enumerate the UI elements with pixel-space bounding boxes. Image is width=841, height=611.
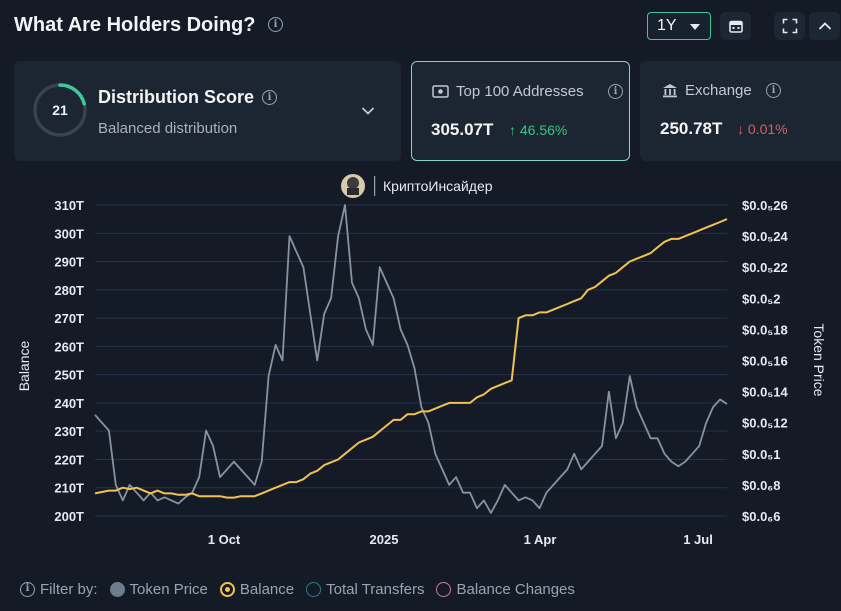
chevron-down-icon [690,24,700,30]
balance-series-line [94,218,728,499]
legend-item-balance[interactable]: Balance [219,581,294,598]
legend-item-token-price[interactable]: Token Price [109,581,208,598]
calendar-icon [728,20,743,33]
distribution-subtitle: Balanced distribution [98,120,238,137]
y-right-tick-label: $0.0₅1 [742,447,781,462]
fullscreen-icon [782,18,797,34]
y-right-tick-label: $0.0₅16 [742,354,788,369]
info-icon[interactable]: i [608,84,623,99]
y-left-tick-label: 280T [54,283,84,298]
top-100-change: ↑ 46.56% [509,122,568,138]
distribution-title: Distribution Score [98,87,255,107]
y-left-tick-label: 300T [54,226,84,241]
timeframe-value: 1Y [657,17,677,34]
legend-item-balance-changes[interactable]: Balance Changes [436,581,575,598]
y-left-tick-label: 240T [54,396,84,411]
y-right-tick-label: $0.0₅18 [742,322,788,337]
holders-chart: КриптоИнсайдер 200T210T220T230T240T250T2… [16,174,827,547]
y-right-axis-label: Token Price [811,323,827,396]
legend-item-total-transfers[interactable]: Total Transfers [306,581,424,598]
total-transfers-dot-icon [306,581,322,597]
x-tick-label: 1 Apr [524,532,557,547]
top-100-value: 305.07T [431,120,494,139]
chart-grid [95,204,727,517]
y-right-tick-label: $0.0₅22 [742,260,788,275]
y-left-tick-label: 290T [54,255,84,270]
chevron-up-icon [818,22,831,30]
exchange-label: Exchange [685,82,752,99]
chevron-down-icon[interactable] [361,106,375,116]
y-right-tick-label: $0.0₅14 [742,385,788,400]
y-left-tick-label: 200T [54,509,84,524]
x-tick-label: 1 Oct [208,532,241,547]
filter-label: i Filter by: [20,581,98,598]
x-tick-label: 1 Jul [683,532,713,547]
calendar-button[interactable] [720,12,751,40]
exchange-card[interactable]: Exchange i 250.78T ↓ 0.01% [640,61,841,161]
y-right-tick-label: $0.0₅2 [742,291,781,306]
token-price-dot-icon [109,581,125,597]
balance-changes-dot-icon [436,581,452,597]
watermark-text: КриптоИнсайдер [383,178,493,194]
y-left-tick-label: 310T [54,198,84,213]
banknote-icon [432,85,449,98]
exchange-value: 250.78T [660,119,723,138]
info-icon[interactable]: i [268,17,283,32]
score-value: 21 [52,102,68,118]
collapse-button[interactable] [809,12,840,40]
y-right-axis: $0.0₆6 $0.0₆8 $0.0₅1 $0.0₅12 $0.0₅14 $0.0₅16 $… [742,198,788,524]
x-axis: 1 Oct 2025 1 Apr 1 Jul [208,532,713,547]
y-right-tick-label: $0.0₆6 [742,509,780,524]
fullscreen-button[interactable] [774,12,805,40]
balance-dot-icon [219,581,235,597]
timeframe-select[interactable]: 1Y [647,12,711,40]
x-tick-label: 2025 [370,532,399,547]
y-right-tick-label: $0.0₅26 [742,198,788,213]
info-icon[interactable]: i [262,90,277,105]
top-100-label: Top 100 Addresses [456,83,584,100]
y-left-axis: 200T 210T 220T 230T 240T 250T 260T 270T 280T 290T… [54,198,84,524]
y-left-tick-label: 220T [54,452,84,467]
exchange-change: ↓ 0.01% [737,121,788,137]
token-price-series-line [94,204,728,514]
chart-legend: i Filter by: Token Price Balance Total T… [20,580,587,598]
score-gauge-fill [33,83,87,137]
y-left-tick-label: 260T [54,339,84,354]
y-right-tick-label: $0.0₆8 [742,478,780,493]
header: What Are Holders Doing? i 1Y [14,12,840,42]
top-100-addresses-card[interactable]: Top 100 Addresses i 305.07T ↑ 46.56% [411,61,630,161]
info-icon[interactable]: i [766,83,781,98]
y-left-tick-label: 210T [54,481,84,496]
page-title: What Are Holders Doing? [14,14,256,36]
y-left-tick-label: 230T [54,424,84,439]
y-left-tick-label: 250T [54,368,84,383]
y-left-axis-label: Balance [16,340,32,391]
y-right-tick-label: $0.0₅24 [742,229,788,244]
watermark: КриптоИнсайдер [341,174,493,198]
distribution-score-card[interactable]: 21 Distribution Score i Balanced distrib… [14,61,401,161]
y-left-tick-label: 270T [54,311,84,326]
score-gauge: 21 [33,83,87,137]
bank-icon [663,84,677,98]
y-right-tick-label: $0.0₅12 [742,416,788,431]
info-icon[interactable]: i [20,581,35,597]
